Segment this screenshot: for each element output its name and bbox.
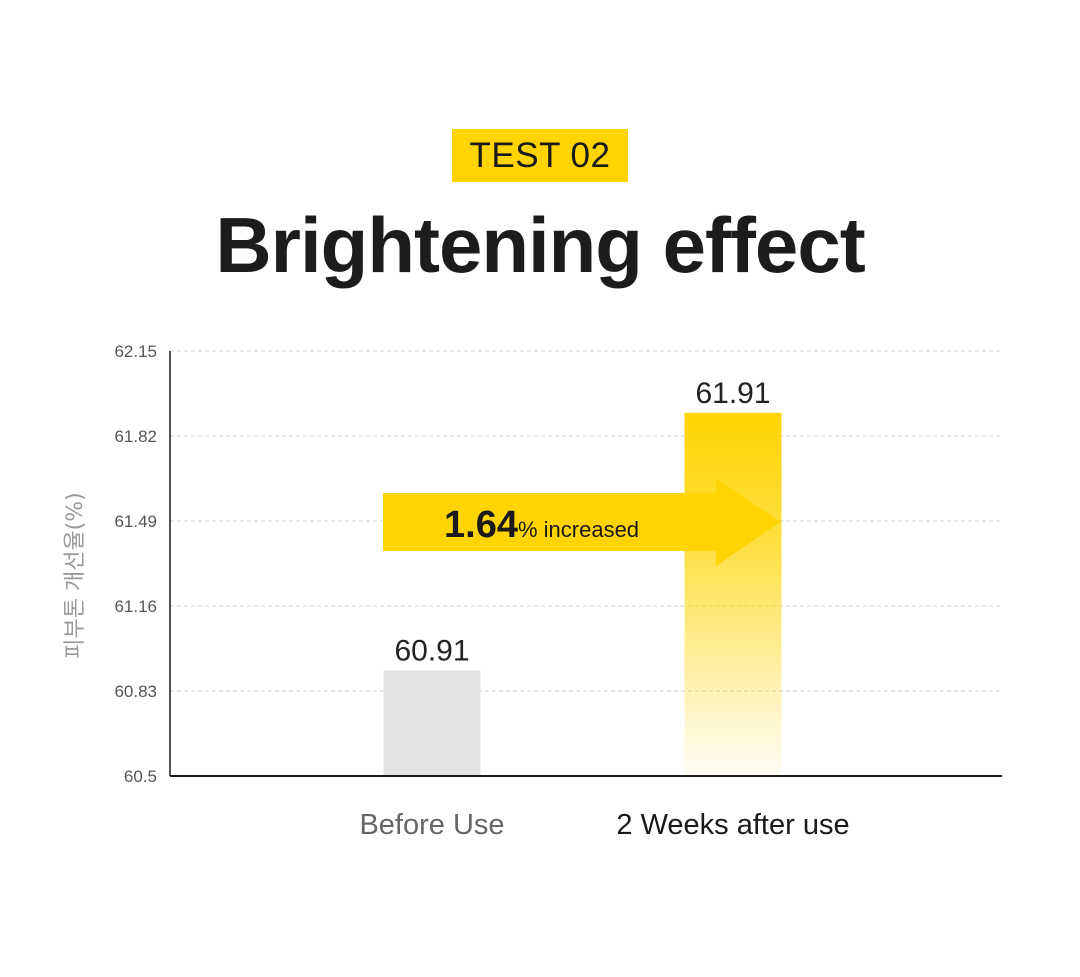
y-tick-label: 60.5	[124, 767, 157, 786]
increase-suffix: % increased	[518, 517, 639, 542]
bar-before-use	[383, 670, 481, 776]
grid-lines	[170, 350, 1002, 692]
category-labels: Before Use 2 Weeks after use	[359, 809, 849, 841]
y-axis-label: 피부톤 개선율(%)	[63, 492, 88, 659]
increase-annotation: 1.64% increased	[444, 504, 639, 546]
test-badge: TEST 02	[452, 129, 628, 182]
y-tick-label: 61.49	[114, 512, 157, 531]
y-tick-labels: 60.5 60.83 61.16 61.49 61.82 62.15	[114, 342, 157, 786]
bars	[383, 412, 782, 776]
y-tick-label: 61.16	[114, 597, 157, 616]
bar-value-label: 60.91	[394, 634, 469, 667]
increase-value: 1.64	[444, 504, 518, 546]
y-tick-label: 62.15	[114, 342, 157, 361]
bar-2-weeks-after-use	[684, 412, 782, 776]
increase-arrow: 1.64% increased	[383, 478, 780, 566]
category-label: Before Use	[359, 809, 504, 841]
y-tick-label: 60.83	[114, 682, 157, 701]
page-title: Brightening effect	[215, 201, 865, 289]
value-labels: 60.91 61.91	[394, 377, 770, 668]
y-tick-label: 61.82	[114, 427, 157, 446]
bar-value-label: 61.91	[695, 377, 770, 410]
category-label: 2 Weeks after use	[616, 809, 849, 841]
increase-arrow-shape	[383, 478, 780, 566]
